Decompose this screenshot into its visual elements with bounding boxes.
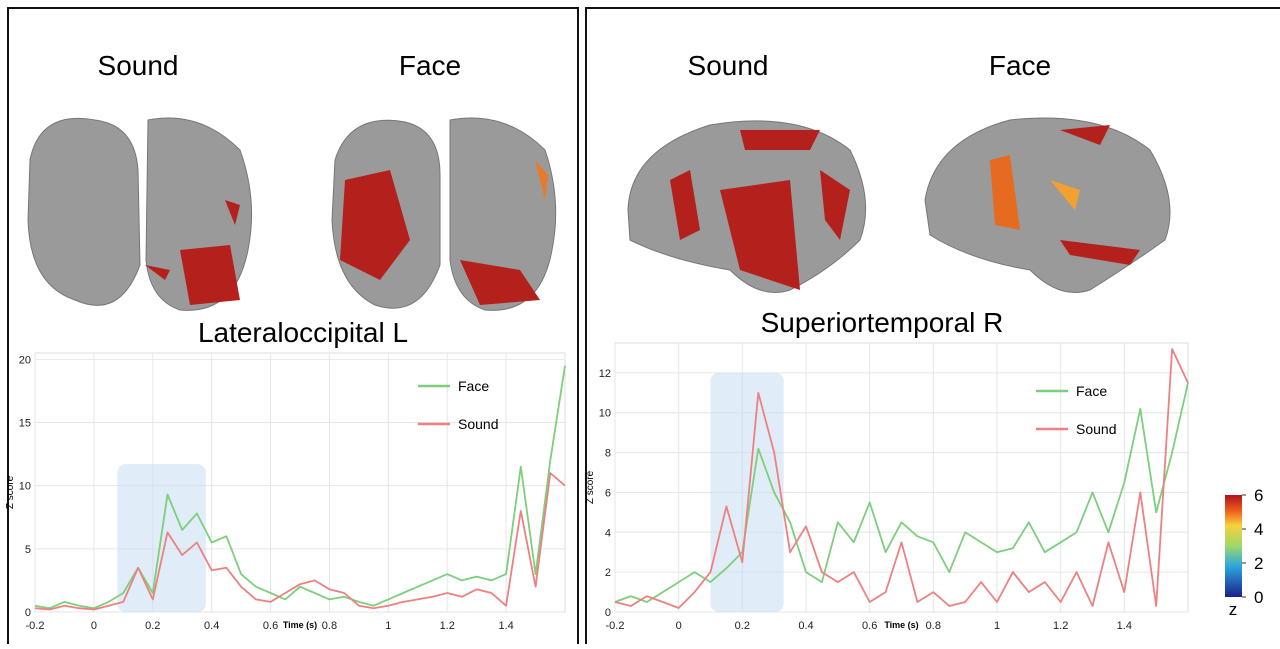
x-tick-label: 1.2 bbox=[440, 620, 455, 632]
x-tick-label: 1 bbox=[994, 620, 1000, 632]
chart-title: Superiortemporal R bbox=[761, 307, 1004, 338]
image-label: Sound bbox=[98, 50, 179, 81]
y-tick-label: 20 bbox=[19, 354, 31, 366]
x-tick-label: 0 bbox=[91, 620, 97, 632]
x-axis-label: Time (s) bbox=[283, 620, 317, 630]
colorbar-tick-label: 2 bbox=[1254, 554, 1263, 573]
legend-label: Sound bbox=[458, 416, 498, 432]
x-tick-label: 0.4 bbox=[798, 620, 813, 632]
legend-label: Sound bbox=[1076, 421, 1116, 437]
x-tick-label: 1.4 bbox=[498, 620, 513, 632]
line-series bbox=[34, 365, 566, 610]
image-label: Face bbox=[989, 50, 1051, 81]
y-tick-label: 0 bbox=[25, 607, 31, 619]
colorbar-label: z bbox=[1229, 600, 1238, 619]
legend-label: Face bbox=[1076, 383, 1107, 399]
image-label: Sound bbox=[688, 50, 769, 81]
colorbar-tick-label: 6 bbox=[1254, 486, 1263, 505]
x-tick-label: 0.4 bbox=[204, 620, 219, 632]
activation-overlay bbox=[145, 125, 1140, 305]
y-tick-label: 5 bbox=[25, 544, 31, 556]
y-tick-label: 2 bbox=[605, 567, 611, 579]
x-tick-label: 0.8 bbox=[322, 620, 337, 632]
x-tick-label: 0 bbox=[676, 620, 682, 632]
y-tick-label: 12 bbox=[599, 368, 611, 380]
y-tick-label: 10 bbox=[19, 481, 31, 493]
x-tick-label: 0.6 bbox=[862, 620, 877, 632]
x-tick-label: 0.2 bbox=[145, 620, 160, 632]
y-tick-label: 15 bbox=[19, 417, 31, 429]
colorbar bbox=[1225, 495, 1242, 597]
y-tick-label: 10 bbox=[599, 408, 611, 420]
x-tick-label: 1.4 bbox=[1117, 620, 1132, 632]
line-series bbox=[614, 382, 1189, 603]
y-tick-label: 0 bbox=[605, 607, 611, 619]
x-tick-label: 0.2 bbox=[735, 620, 750, 632]
x-axis-label: Time (s) bbox=[884, 620, 918, 630]
x-tick-label: -0.2 bbox=[26, 620, 45, 632]
line-series bbox=[34, 472, 566, 611]
x-tick-label: 0.6 bbox=[263, 620, 278, 632]
legend-label: Face bbox=[458, 378, 489, 394]
x-tick-label: -0.2 bbox=[606, 620, 625, 632]
colorbar-tick-label: 0 bbox=[1254, 588, 1263, 607]
x-tick-label: 0.8 bbox=[926, 620, 941, 632]
y-axis-label: Z score bbox=[5, 475, 16, 509]
y-axis-label: Z score bbox=[585, 470, 596, 504]
line-series bbox=[614, 348, 1189, 609]
x-tick-label: 1.2 bbox=[1053, 620, 1068, 632]
colorbar-tick-label: 4 bbox=[1254, 520, 1263, 539]
chart-title: Lateraloccipital L bbox=[198, 317, 408, 348]
x-tick-label: 1 bbox=[385, 620, 391, 632]
image-label: Face bbox=[399, 50, 461, 81]
y-tick-label: 6 bbox=[605, 487, 611, 499]
y-tick-label: 8 bbox=[605, 448, 611, 460]
y-tick-label: 4 bbox=[605, 527, 611, 539]
highlight-window bbox=[710, 372, 784, 612]
